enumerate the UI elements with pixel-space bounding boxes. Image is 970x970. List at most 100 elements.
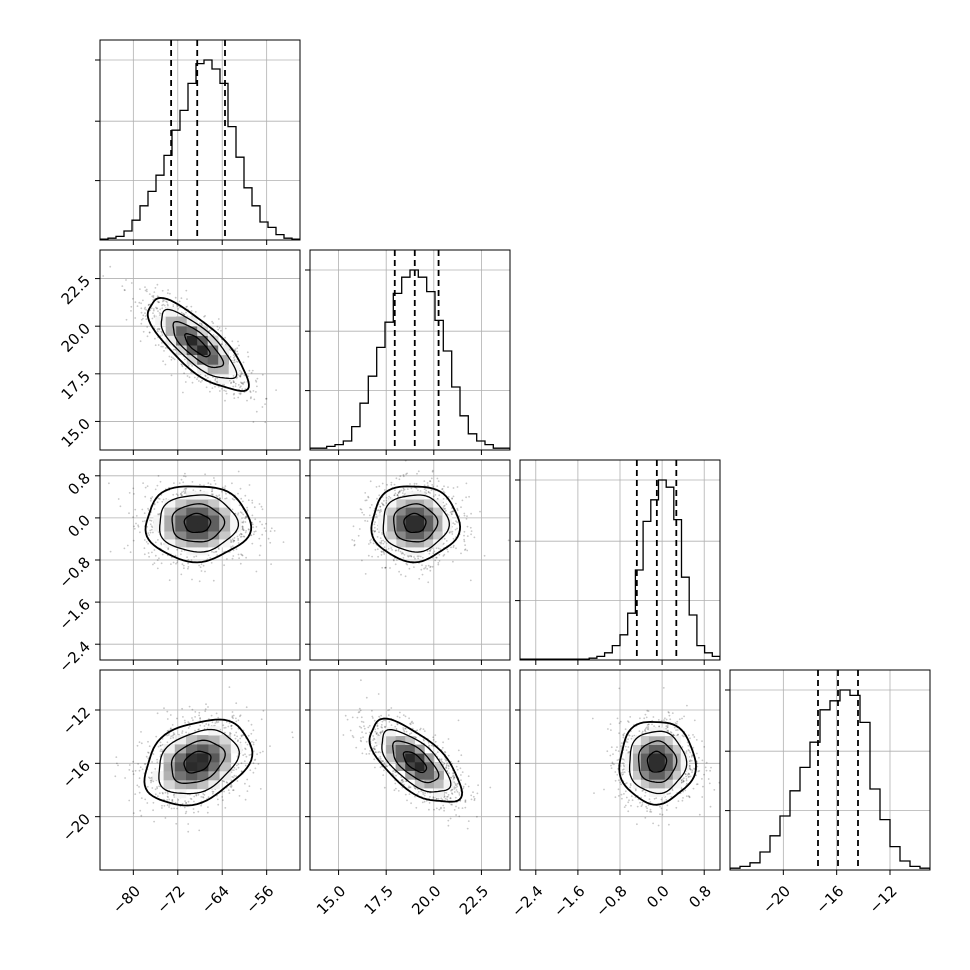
sample-point	[447, 819, 450, 822]
sample-point	[662, 687, 665, 689]
density-cell	[387, 539, 397, 548]
sample-point	[108, 482, 110, 485]
density-cell	[186, 326, 198, 336]
sample-point	[241, 528, 244, 531]
sample-point	[387, 714, 390, 717]
density-cell	[208, 735, 220, 745]
sample-point	[180, 494, 183, 497]
sample-point	[131, 770, 134, 773]
sample-point	[235, 717, 237, 720]
sample-point	[152, 309, 155, 312]
sample-point	[161, 791, 164, 794]
sample-point	[394, 549, 397, 552]
sample-point	[464, 801, 467, 803]
sample-point	[166, 301, 169, 303]
sample-point	[156, 559, 159, 561]
sample-point	[669, 731, 672, 733]
sample-point	[399, 491, 401, 493]
sample-point	[451, 789, 453, 791]
sample-point	[650, 811, 653, 813]
sample-point	[249, 769, 252, 772]
sample-point	[407, 555, 410, 558]
sample-point	[181, 707, 184, 710]
density-cell	[197, 345, 208, 356]
density-cell	[640, 736, 650, 745]
sample-point	[132, 487, 135, 490]
sample-point	[232, 381, 235, 384]
sample-point	[349, 729, 352, 732]
sample-point	[401, 778, 404, 781]
sample-point	[174, 554, 177, 557]
sample-point	[688, 796, 691, 799]
sample-point	[424, 491, 426, 494]
sample-point	[246, 778, 249, 781]
sample-point	[128, 769, 131, 771]
sample-point	[184, 721, 187, 724]
sample-point	[228, 686, 231, 688]
sample-point	[198, 714, 201, 717]
sample-point	[451, 775, 454, 778]
sample-point	[134, 793, 137, 795]
sample-point	[417, 489, 419, 492]
sample-point	[182, 481, 185, 484]
density-cell	[656, 736, 666, 745]
sample-point	[644, 728, 646, 731]
sample-point	[644, 791, 647, 794]
sample-point	[198, 580, 201, 583]
sample-point	[218, 327, 221, 329]
sample-point	[704, 766, 707, 769]
sample-point	[649, 801, 652, 803]
sample-point	[291, 731, 294, 734]
density-cell	[164, 499, 176, 508]
sample-point	[432, 495, 435, 498]
sample-point	[710, 766, 712, 769]
sample-point	[152, 295, 155, 297]
sample-point	[646, 726, 648, 729]
contour-0.5-sigma	[183, 750, 212, 774]
sample-point	[695, 783, 698, 786]
sample-point	[234, 349, 236, 352]
sample-point	[140, 311, 143, 314]
sample-point	[239, 393, 242, 396]
sample-point	[109, 550, 112, 553]
sample-point	[356, 716, 359, 719]
sample-point	[451, 788, 454, 791]
sample-point	[374, 530, 376, 532]
sample-point	[691, 754, 694, 757]
sample-point	[169, 292, 171, 295]
sample-point	[173, 807, 176, 810]
sample-point	[364, 492, 367, 494]
sample-point	[166, 792, 169, 795]
sample-point	[167, 547, 170, 550]
sample-point	[233, 734, 236, 737]
sample-point	[452, 487, 455, 489]
sample-point	[697, 770, 700, 773]
sample-point	[379, 766, 382, 769]
sample-point	[212, 790, 215, 793]
sample-point	[261, 406, 264, 408]
sample-point	[138, 791, 141, 794]
sample-point	[442, 741, 444, 744]
sample-point	[160, 345, 163, 348]
sample-point	[225, 781, 228, 783]
sample-point	[237, 539, 240, 541]
sample-point	[470, 533, 472, 536]
density-cell	[424, 507, 434, 516]
sample-point	[123, 289, 126, 291]
sample-point	[264, 530, 267, 532]
sample-point	[450, 546, 452, 549]
sample-point	[689, 775, 692, 778]
sample-point	[351, 539, 354, 541]
sample-point	[255, 739, 257, 742]
sample-point	[242, 382, 245, 384]
sample-point	[230, 382, 232, 385]
sample-point	[177, 494, 179, 497]
density-cell	[176, 335, 187, 346]
sample-point	[154, 793, 157, 796]
density-cell	[395, 736, 406, 745]
sample-point	[625, 749, 628, 751]
sample-point	[241, 372, 244, 375]
sample-point	[614, 771, 617, 773]
sample-point	[159, 741, 162, 744]
sample-point	[363, 727, 366, 730]
